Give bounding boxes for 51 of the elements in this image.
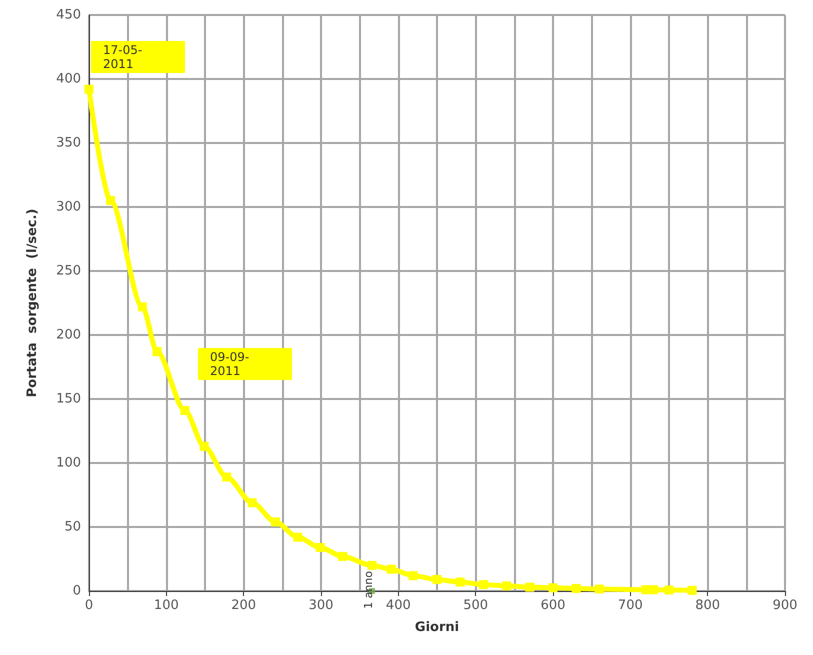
point bbox=[248, 498, 257, 508]
point bbox=[106, 196, 116, 206]
x-tick-label: 0 bbox=[84, 598, 94, 613]
point bbox=[478, 580, 488, 590]
x-tick-label: 500 bbox=[463, 598, 488, 613]
y-tick-label: 350 bbox=[56, 136, 81, 150]
point bbox=[316, 542, 325, 552]
point bbox=[200, 442, 209, 451]
y-axis-title: Portata sorgente (l/sec.) bbox=[25, 208, 40, 398]
y-tick-label: 300 bbox=[56, 200, 81, 214]
point bbox=[688, 586, 697, 595]
point bbox=[293, 532, 302, 542]
y-tick-label: 400 bbox=[56, 72, 81, 86]
x-tick-label: 800 bbox=[695, 598, 720, 613]
y-tick-label: 100 bbox=[56, 456, 81, 470]
point bbox=[408, 571, 418, 580]
x-tick-label: 700 bbox=[618, 598, 643, 613]
y-tick-label: 0 bbox=[72, 584, 81, 598]
point bbox=[572, 584, 581, 593]
x-tick-label: 100 bbox=[154, 598, 179, 613]
point bbox=[368, 560, 377, 570]
annotation: 1 anno bbox=[362, 570, 376, 609]
point bbox=[664, 585, 674, 594]
point bbox=[180, 406, 190, 416]
point bbox=[456, 578, 465, 587]
point bbox=[649, 585, 658, 594]
point bbox=[138, 302, 147, 312]
point bbox=[386, 564, 396, 574]
point bbox=[222, 472, 232, 482]
point bbox=[525, 582, 534, 592]
point bbox=[338, 552, 348, 561]
x-tick-label: 400 bbox=[386, 598, 411, 613]
y-tick-label: 450 bbox=[56, 8, 81, 22]
y-tick-label: 250 bbox=[56, 264, 81, 278]
point bbox=[84, 84, 94, 94]
x-axis-title: Giorni bbox=[414, 620, 460, 635]
point bbox=[594, 584, 604, 594]
x-tick-label: 600 bbox=[540, 598, 566, 613]
point bbox=[270, 517, 280, 526]
y-tick-label: 150 bbox=[56, 392, 81, 406]
y-tick-label: 200 bbox=[56, 328, 81, 342]
point bbox=[502, 581, 512, 590]
x-tick-label: 900 bbox=[772, 598, 798, 613]
y-tick-label: 50 bbox=[64, 520, 81, 534]
annotation: 09-09-2011 bbox=[210, 350, 250, 378]
point bbox=[548, 583, 558, 592]
point bbox=[152, 347, 162, 356]
x-tick-label: 300 bbox=[308, 598, 334, 613]
x-tick-label: 200 bbox=[231, 598, 256, 613]
annotation: 17-05-2011 bbox=[103, 43, 144, 71]
point bbox=[432, 574, 442, 584]
